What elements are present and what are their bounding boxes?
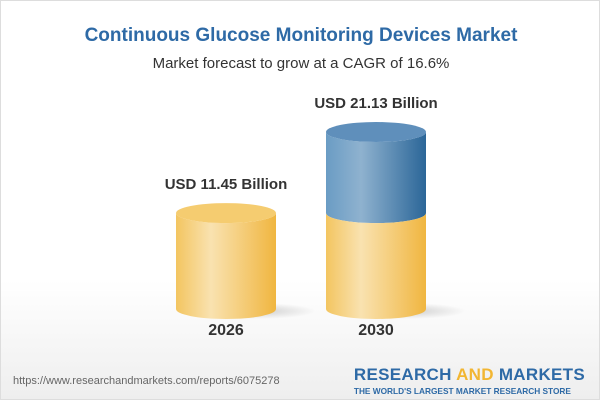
logo-text: RESEARCH	[353, 365, 457, 384]
bar-2030-base	[326, 213, 426, 319]
cylinder-chart: USD 11.45 Billion 2026 USD 21.13 Billion 20…	[165, 95, 466, 339]
page-subtitle: Market forecast to grow at a CAGR of 16.…	[152, 55, 450, 72]
logo-text-and: AND	[456, 365, 494, 384]
bar-2026	[176, 213, 276, 319]
logo-tagline: THE WORLD'S LARGEST MARKET RESEARCH STOR…	[353, 386, 571, 396]
page-title: Continuous Glucose Monitoring Devices Ma…	[84, 25, 518, 46]
bar-2030-growth	[326, 132, 426, 224]
data-label: USD 21.13 Billion	[314, 95, 437, 112]
bar-2026-top	[176, 203, 276, 224]
category-label: 2030	[358, 322, 394, 339]
research-and-markets-logo: RESEARCH AND MARKETS THE WORLD'S LARGEST…	[354, 365, 585, 396]
bar-2030-growth-top	[326, 122, 426, 142]
report-url[interactable]: https://www.researchandmarkets.com/repor…	[13, 375, 280, 387]
category-label: 2026	[208, 322, 244, 339]
logo-text-markets: MARKETS	[493, 365, 585, 384]
data-label: USD 11.45 Billion	[165, 176, 288, 193]
